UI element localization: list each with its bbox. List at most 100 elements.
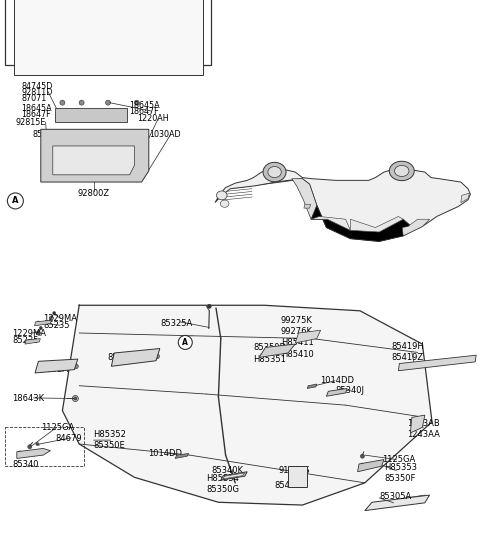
Circle shape [53, 311, 56, 315]
Polygon shape [326, 388, 347, 396]
Text: 18643K: 18643K [12, 394, 44, 403]
Circle shape [137, 138, 142, 143]
Text: 18647F: 18647F [22, 110, 51, 119]
Circle shape [73, 364, 78, 369]
Circle shape [74, 397, 77, 400]
Circle shape [37, 321, 40, 324]
Text: 85340K: 85340K [211, 466, 243, 475]
Circle shape [7, 193, 24, 209]
Ellipse shape [389, 161, 414, 181]
Bar [14, 0, 203, 75]
Text: 85325A: 85325A [161, 319, 193, 327]
Polygon shape [358, 460, 384, 472]
Polygon shape [292, 179, 323, 219]
Polygon shape [41, 129, 149, 182]
Circle shape [106, 100, 110, 105]
Circle shape [137, 154, 142, 160]
Circle shape [18, 451, 23, 456]
Text: 99275K
99276K
H85411
H85410: 99275K 99276K H85411 H85410 [281, 316, 313, 359]
Text: 1229MA: 1229MA [12, 329, 46, 337]
Text: 85202A: 85202A [36, 365, 68, 374]
Polygon shape [215, 169, 470, 241]
Polygon shape [461, 193, 469, 203]
Text: 18645A: 18645A [130, 101, 160, 110]
Polygon shape [410, 415, 425, 433]
Circle shape [79, 100, 84, 105]
Polygon shape [295, 330, 321, 343]
Ellipse shape [220, 200, 229, 208]
Polygon shape [288, 466, 307, 487]
Text: 92800Z: 92800Z [85, 144, 117, 153]
Text: 84679: 84679 [55, 434, 82, 443]
Text: 1229MA: 1229MA [43, 314, 77, 322]
Polygon shape [223, 473, 245, 479]
Ellipse shape [395, 165, 409, 176]
Polygon shape [259, 344, 295, 357]
Circle shape [134, 100, 139, 105]
Circle shape [37, 449, 42, 455]
Text: 87071: 87071 [22, 94, 47, 103]
Polygon shape [311, 216, 350, 230]
Text: 18647F: 18647F [130, 107, 159, 116]
Circle shape [60, 100, 65, 105]
Bar [5, 0, 211, 65]
Circle shape [44, 175, 50, 181]
Circle shape [27, 339, 30, 342]
Circle shape [377, 460, 381, 465]
Text: 1014DD: 1014DD [320, 376, 354, 385]
Circle shape [131, 175, 136, 181]
Polygon shape [25, 339, 40, 344]
Polygon shape [35, 320, 51, 326]
Polygon shape [307, 384, 317, 388]
Text: 1014DD: 1014DD [148, 450, 182, 458]
Polygon shape [175, 453, 189, 458]
Text: 85201A: 85201A [108, 354, 140, 362]
Polygon shape [398, 355, 476, 371]
Circle shape [207, 304, 211, 309]
Text: 85350D
H85351: 85350D H85351 [253, 344, 286, 364]
Polygon shape [304, 204, 311, 208]
Circle shape [360, 463, 364, 467]
Ellipse shape [268, 166, 281, 178]
Polygon shape [17, 448, 50, 458]
Text: 1125GA: 1125GA [383, 455, 416, 464]
Text: 92815E: 92815E [15, 118, 46, 127]
Polygon shape [311, 205, 413, 241]
Text: 18645A: 18645A [22, 104, 52, 113]
Text: H85352
85350E: H85352 85350E [94, 430, 126, 450]
Ellipse shape [216, 191, 227, 200]
Polygon shape [111, 349, 160, 366]
Circle shape [36, 331, 40, 335]
Text: 92800Z: 92800Z [78, 189, 109, 198]
Text: (W/O SUNROOF): (W/O SUNROOF) [9, 12, 93, 22]
Circle shape [72, 396, 78, 401]
Polygon shape [350, 216, 403, 232]
Polygon shape [62, 305, 432, 505]
Text: 85235: 85235 [43, 321, 70, 330]
Circle shape [360, 454, 364, 458]
Text: 85401: 85401 [275, 481, 301, 490]
Circle shape [28, 445, 32, 449]
Polygon shape [35, 359, 78, 373]
Text: 1243AB
1243AA: 1243AB 1243AA [407, 419, 440, 439]
Polygon shape [53, 146, 134, 175]
Polygon shape [365, 495, 430, 511]
Text: 91810S: 91810S [278, 466, 310, 475]
Text: A: A [182, 338, 188, 347]
Text: 85419H
85419Z: 85419H 85419Z [391, 342, 424, 362]
Text: 85340J: 85340J [335, 386, 364, 395]
Text: 85235: 85235 [12, 336, 38, 345]
Text: 92811D: 92811D [22, 88, 53, 97]
Text: H85354
85350G: H85354 85350G [206, 474, 240, 494]
Polygon shape [402, 219, 430, 236]
Text: H85353
85350F: H85353 85350F [384, 463, 417, 483]
Text: 85332: 85332 [33, 130, 58, 139]
Circle shape [178, 335, 192, 350]
Text: 1030AD: 1030AD [149, 130, 180, 139]
Ellipse shape [263, 162, 286, 182]
Circle shape [36, 442, 39, 446]
Polygon shape [221, 472, 247, 480]
Text: 85305A: 85305A [379, 492, 411, 501]
Text: 85340: 85340 [12, 460, 38, 469]
Text: 84745D: 84745D [22, 82, 53, 90]
